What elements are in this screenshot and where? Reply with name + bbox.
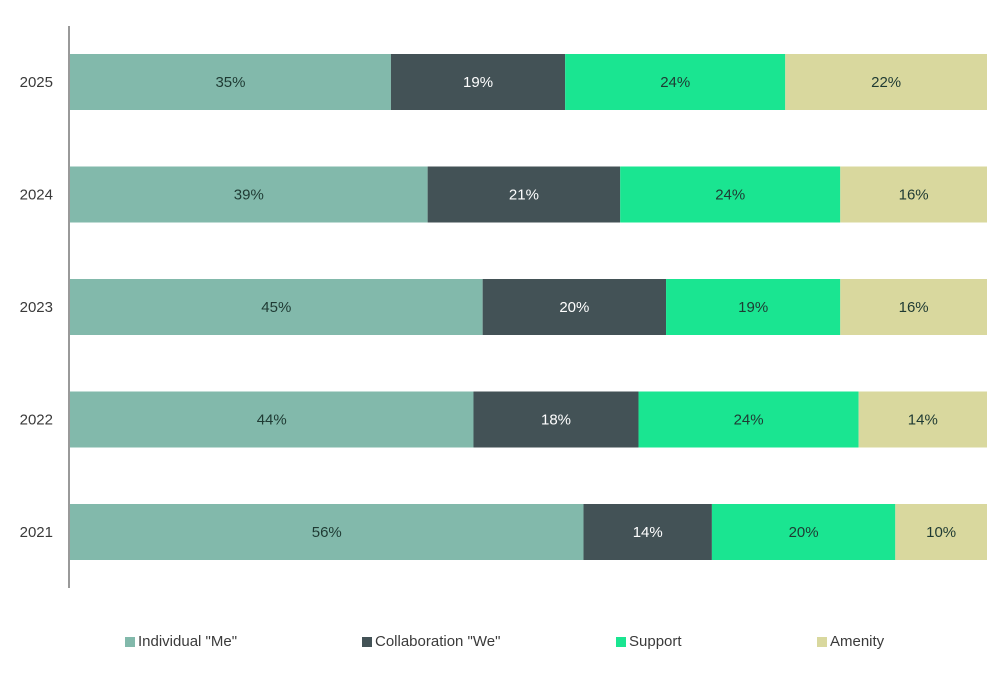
data-label: 20% (789, 524, 819, 541)
legend-swatch (817, 636, 827, 647)
bar-segment (427, 166, 621, 223)
data-label: 45% (261, 299, 291, 316)
data-label: 18% (541, 412, 571, 429)
legend-item: Collaboration "We" (362, 633, 500, 650)
data-label: 21% (509, 187, 539, 204)
data-label: 14% (908, 412, 938, 429)
legend-swatch (125, 636, 135, 647)
bar-segment (70, 279, 483, 335)
data-label: 56% (312, 524, 342, 541)
bar-segment (482, 279, 667, 335)
bar-segment (70, 504, 584, 560)
bar-segment (473, 391, 639, 448)
data-label: 24% (734, 412, 764, 429)
data-label: 20% (559, 299, 589, 316)
data-label: 24% (715, 187, 745, 204)
legend-label: Support (629, 633, 682, 650)
data-label: 24% (660, 74, 690, 91)
data-label: 19% (738, 299, 768, 316)
bar-segment (711, 504, 896, 560)
legend-label: Amenity (830, 633, 885, 650)
bar-segment (70, 391, 474, 448)
data-label: 22% (871, 74, 901, 91)
bar-segment (840, 166, 987, 223)
bar-segment (840, 279, 987, 335)
data-label: 35% (215, 74, 245, 91)
legend-item: Amenity (817, 633, 884, 650)
y-tick-label: 2023 (20, 299, 53, 316)
y-tick-label: 2021 (20, 524, 53, 541)
data-label: 14% (633, 524, 663, 541)
bar-segment (390, 54, 566, 110)
legend-swatch (362, 636, 372, 647)
bar-segment (638, 391, 859, 448)
legend: Individual "Me" Collaboration "We" Support… (0, 633, 1000, 653)
bar-segment (895, 504, 987, 560)
legend-item: Support (616, 633, 682, 650)
data-label: 10% (926, 524, 956, 541)
bar-segment (583, 504, 712, 560)
y-tick-label: 2022 (20, 412, 53, 429)
legend-swatch (616, 636, 626, 647)
bar-segment (620, 166, 841, 223)
bar-segment (785, 54, 987, 110)
bar-segment (70, 54, 391, 110)
bar-segment (666, 279, 841, 335)
bar-segment (565, 54, 786, 110)
legend-label: Collaboration "We" (375, 633, 501, 650)
bar-segment (70, 166, 428, 223)
data-label: 16% (899, 187, 929, 204)
data-label: 19% (463, 74, 493, 91)
data-label: 16% (899, 299, 929, 316)
y-tick-label: 2025 (20, 74, 53, 91)
y-tick-label: 2024 (20, 187, 53, 204)
data-label: 44% (257, 412, 287, 429)
bar-segment (858, 391, 987, 448)
legend-item: Individual "Me" (125, 633, 237, 650)
legend-label: Individual "Me" (138, 633, 238, 650)
data-label: 39% (234, 187, 264, 204)
